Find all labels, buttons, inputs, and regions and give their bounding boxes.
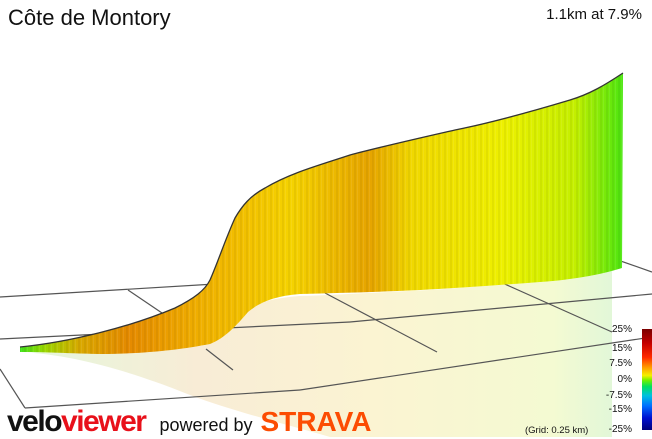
legend-label: -7.5% [605,390,632,401]
segment-title: Côte de Montory [8,5,171,30]
legend-label: 0% [617,374,632,385]
elevation-wall [19,72,624,354]
legend-label: -25% [608,424,632,435]
powered-by-text: powered by [159,415,253,435]
gradient-color-scale [642,329,652,430]
strava-logo: STRAVA [260,406,372,437]
segment-summary: 1.1km at 7.9% [546,6,642,23]
legend-label: -15% [608,404,632,415]
veloviewer-logo-velo: velo [7,405,63,438]
grid-scale-note: (Grid: 0.25 km) [525,425,589,436]
legend-label: 7.5% [609,358,632,369]
profile-outline [19,72,624,348]
legend-label: 25% [611,324,632,335]
branding: velo viewer powered by STRAVA [7,405,371,439]
ground-shadow [20,268,612,437]
veloviewer-logo-viewer: viewer [61,405,147,438]
legend-label: 15% [611,343,632,354]
